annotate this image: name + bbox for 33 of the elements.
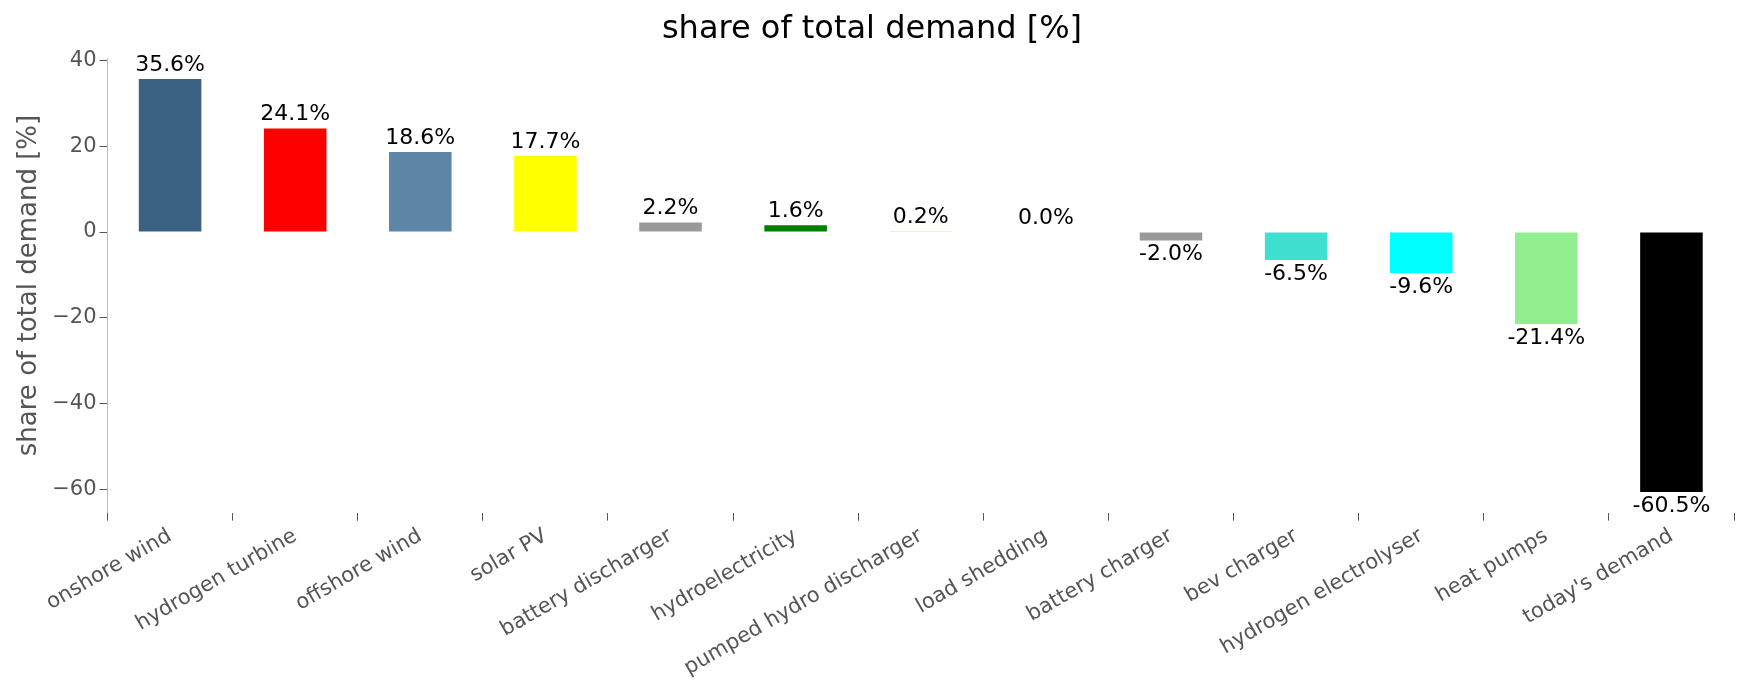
bar xyxy=(389,152,452,232)
x-tick-label: solar PV xyxy=(465,522,552,586)
data-label: 24.1% xyxy=(260,100,331,126)
bar xyxy=(514,155,577,232)
data-label: 35.6% xyxy=(135,50,206,76)
data-label: 18.6% xyxy=(385,123,456,149)
bar xyxy=(1515,232,1578,324)
y-tick-label: −60 xyxy=(52,476,97,501)
bar xyxy=(263,128,327,232)
chart-title: share of total demand [%] xyxy=(661,7,1083,46)
bar xyxy=(1139,232,1203,241)
bar xyxy=(1389,232,1453,274)
bar xyxy=(1264,232,1328,260)
y-tick-label: −40 xyxy=(52,390,97,415)
data-label: -6.5% xyxy=(1264,259,1329,285)
data-label: 0.0% xyxy=(1017,203,1074,229)
bar xyxy=(1640,232,1703,492)
data-label: 1.6% xyxy=(767,196,824,222)
bar xyxy=(639,222,702,232)
y-tick-label: 20 xyxy=(69,132,97,157)
y-axis-title: share of total demand [%] xyxy=(12,114,43,457)
y-tick-label: 0 xyxy=(83,218,97,243)
data-label: 2.2% xyxy=(642,194,699,220)
data-label: 17.7% xyxy=(510,127,581,153)
bar xyxy=(138,79,202,232)
data-label: -9.6% xyxy=(1389,272,1454,298)
data-label: -60.5% xyxy=(1632,491,1711,517)
y-tick-label: −20 xyxy=(52,304,97,329)
data-label: 0.2% xyxy=(892,202,949,228)
data-label: -21.4% xyxy=(1507,323,1586,349)
data-label: -2.0% xyxy=(1139,240,1203,266)
bar xyxy=(764,225,827,232)
y-tick-label: 40 xyxy=(69,46,97,71)
